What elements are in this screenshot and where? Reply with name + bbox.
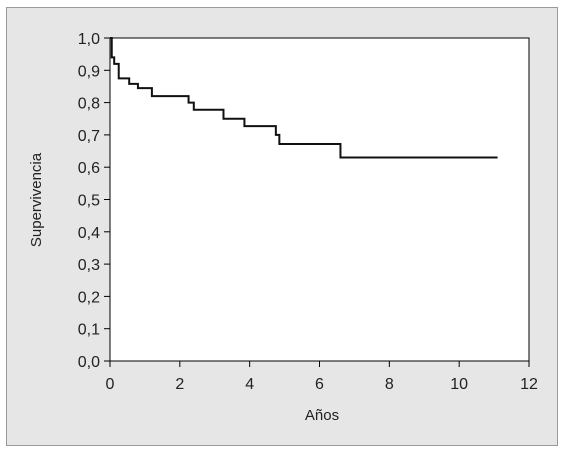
x-axis-title: Años — [305, 407, 339, 424]
y-tick-label: 0,4 — [78, 225, 100, 242]
y-tick-label: 0,0 — [78, 354, 100, 371]
y-tick-label: 0,6 — [78, 160, 100, 177]
x-tick-label: 10 — [450, 376, 468, 393]
plot-area — [109, 37, 530, 362]
x-tick-label: 0 — [106, 376, 115, 393]
y-axis-title: Supervivencia — [28, 152, 45, 247]
x-tick-label: 6 — [315, 376, 324, 393]
y-tick-label: 0,1 — [78, 322, 100, 339]
y-tick-label: 1,0 — [78, 31, 100, 48]
x-axis: 0 2 4 6 8 10 12 — [106, 361, 538, 393]
y-tick-label: 0,7 — [78, 128, 100, 145]
y-axis: 0,0 0,1 0,2 0,3 0,4 0,5 0,6 0,7 0,8 0,9 1,0 — [78, 31, 110, 371]
y-tick-label: 0,8 — [78, 96, 100, 113]
y-tick-label: 0,2 — [78, 289, 100, 306]
x-tick-label: 4 — [245, 376, 254, 393]
x-tick-label: 12 — [520, 376, 538, 393]
series-layer — [110, 37, 498, 159]
x-tick-label: 8 — [385, 376, 394, 393]
survival-curve — [110, 37, 498, 159]
x-tick-label: 2 — [175, 376, 184, 393]
y-tick-label: 0,3 — [78, 257, 100, 274]
y-tick-label: 0,5 — [78, 193, 100, 210]
y-tick-label: 0,9 — [78, 63, 100, 80]
